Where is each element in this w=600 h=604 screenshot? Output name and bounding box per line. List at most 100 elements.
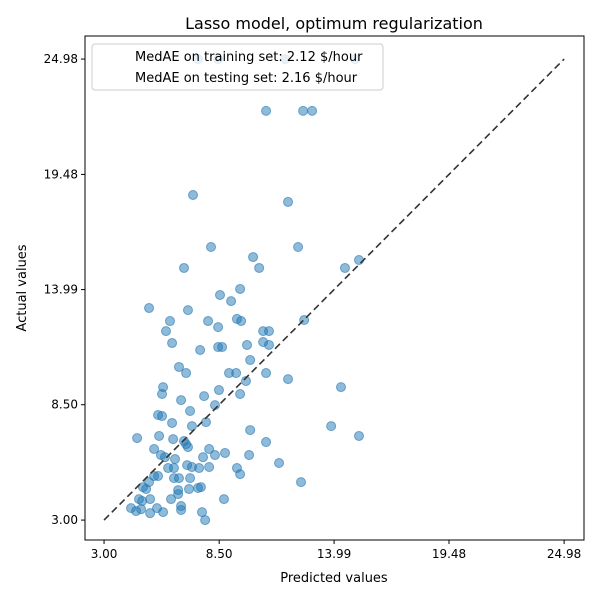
data-point [164,316,175,327]
data-point [206,241,217,252]
data-point [167,338,178,349]
data-point [182,442,193,453]
data-point [245,355,256,366]
data-point [144,477,155,488]
data-point [200,515,211,526]
data-point [296,477,307,488]
data-point [261,105,272,116]
y-axis: 3.00 8.50 13.99 19.48 24.98 [44,52,85,527]
data-point [235,389,246,400]
data-point [193,482,204,493]
data-point [263,339,274,350]
x-axis-label: Predicted values [280,571,388,586]
data-point [173,473,184,484]
data-point [203,316,214,327]
data-point [215,290,226,301]
data-point [213,385,224,396]
data-point [195,344,206,355]
data-point [326,421,337,432]
data-point [176,395,187,406]
x-axis: 3.00 8.50 13.99 19.48 24.98 [91,540,581,561]
data-point [204,462,215,473]
data-point [248,252,259,263]
data-point [339,262,350,273]
legend-entry-test: MedAE on testing set: 2.16 $/hour [135,71,358,86]
data-point [236,316,247,327]
data-point [173,361,184,372]
data-point [161,326,172,337]
data-point [213,322,224,333]
data-point [157,389,168,400]
data-point [199,391,210,402]
legend: MedAE on training set: 2.12 $/hour MedAE… [91,43,384,91]
data-point [144,303,155,314]
y-tick-label: 19.48 [44,167,78,181]
data-point [204,443,215,454]
data-point [168,434,179,445]
data-point [145,508,156,519]
data-point [353,255,364,265]
data-point [185,406,196,417]
data-point [182,305,193,316]
data-point [198,452,209,463]
data-point [217,342,228,353]
data-point [245,425,256,436]
data-point [218,494,229,505]
data-point [170,454,181,465]
data-point [167,417,178,428]
data-point [261,437,272,448]
x-tick-label: 24.98 [547,547,581,561]
data-point [235,283,246,294]
data-point [274,458,285,469]
data-point [132,433,143,444]
data-point [261,368,272,379]
data-point [188,189,199,200]
data-point [307,105,318,116]
data-point [254,262,265,273]
data-point [179,262,190,273]
chart-title: Lasso model, optimum regularization [185,14,483,33]
y-tick-label: 13.99 [44,283,78,297]
y-tick-label: 8.50 [51,398,78,412]
data-point [168,463,179,474]
data-point [194,463,205,474]
data-point [145,494,156,505]
data-point [186,421,197,432]
data-point [353,430,364,441]
data-point [157,411,168,422]
data-point [242,339,253,350]
data-point [173,489,184,500]
data-point [298,105,309,116]
data-point [335,382,346,393]
data-point [149,443,160,454]
data-point [244,450,255,461]
x-tick-label: 3.00 [91,547,118,561]
data-point [220,447,231,458]
data-point [153,471,164,482]
data-point [293,241,304,252]
legend-box [91,43,384,91]
x-tick-label: 13.99 [317,547,351,561]
y-tick-label: 24.98 [44,52,78,66]
data-point [263,326,274,337]
data-point [209,450,220,461]
points-layer [126,54,364,526]
reference-diagonal-line [103,58,565,521]
data-point [176,505,187,516]
data-point [158,507,169,518]
data-point [231,368,242,379]
data-point [166,494,177,505]
y-axis-label: Actual values [15,244,30,331]
data-point [283,374,294,385]
data-point [283,196,294,207]
data-point [184,484,195,495]
data-point [154,430,165,441]
data-point [240,376,251,387]
data-point [185,473,196,484]
x-tick-label: 19.48 [432,547,466,561]
data-point [181,368,192,379]
y-tick-label: 3.00 [51,513,78,527]
x-tick-label: 8.50 [206,547,233,561]
